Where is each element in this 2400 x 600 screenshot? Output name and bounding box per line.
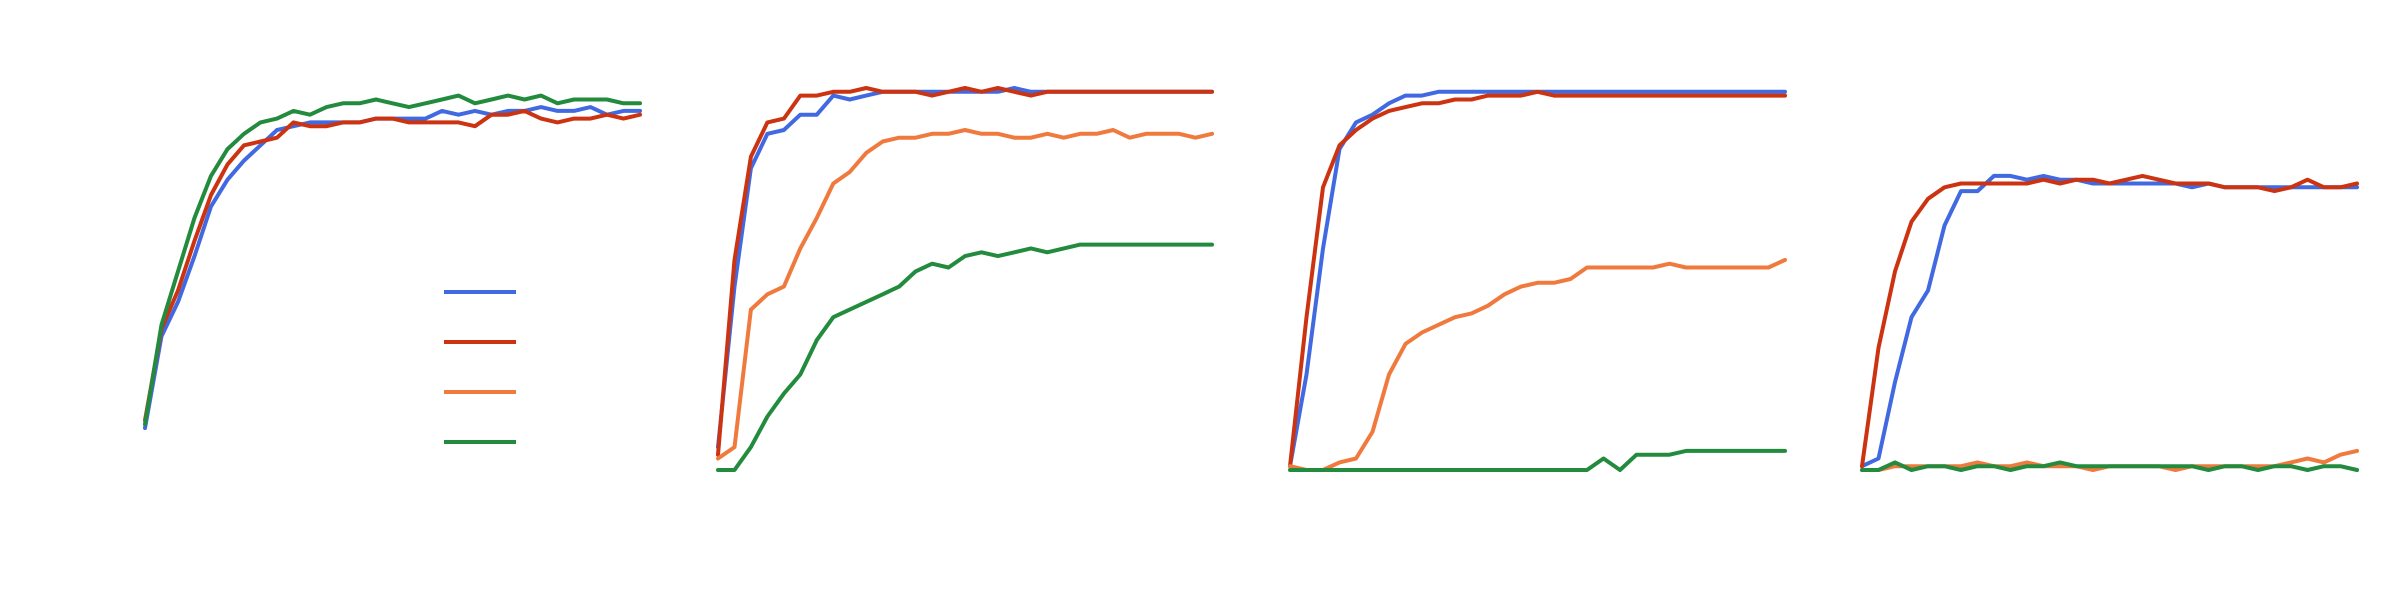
panel-4-series-4-line [1860,460,2359,472]
panel-1-series-3-line [143,93,642,427]
legend [444,290,516,444]
panel-4 [1860,173,2359,472]
panel-1 [143,93,642,430]
panel-3-series-3-line [1288,257,1787,472]
panel-4-series-2-line [1860,173,2359,469]
panel-2 [716,86,1214,472]
panel-3-series-2-line [1288,89,1787,469]
panel-2-series-2-line [716,86,1214,457]
panel-3 [1288,89,1787,472]
panel-2-series-3-line [716,128,1214,461]
panel-2-series-4-line [716,242,1214,472]
panel-3-series-4-line [1288,448,1787,472]
panel-1-series-2-line [143,108,642,423]
